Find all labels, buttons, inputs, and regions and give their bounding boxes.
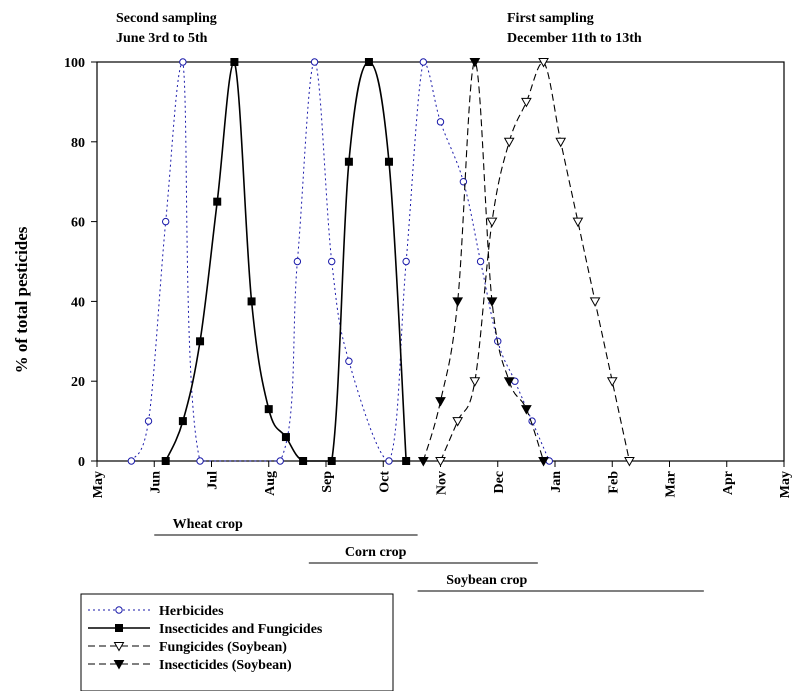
data-point xyxy=(572,217,584,228)
data-point xyxy=(196,457,204,465)
x-axis: May Jun Jul Aug Sep Oct Nov Dec Jan Feb Mar Apr May xyxy=(91,461,793,498)
legend-label: Insecticides (Soybean) xyxy=(159,658,292,673)
crop-label: Corn crop xyxy=(345,545,407,560)
legend-label: Herbicides xyxy=(159,604,224,619)
series-line xyxy=(422,61,545,462)
data-point xyxy=(327,457,336,465)
legend-label: Insecticides and Fungicides xyxy=(159,622,323,637)
x-tick-label: Nov xyxy=(435,471,450,495)
x-tick-label: Mar xyxy=(664,471,679,497)
crop-periods: Wheat crop Corn crop Soybean crop xyxy=(154,517,704,592)
data-point xyxy=(624,457,635,467)
data-point xyxy=(385,457,393,465)
data-point xyxy=(113,642,125,652)
x-tick-label: Feb xyxy=(606,471,621,494)
data-point xyxy=(419,58,428,66)
x-tick-label: Dec xyxy=(492,471,507,494)
data-point xyxy=(538,58,549,68)
legend-box xyxy=(80,593,394,691)
series-1 xyxy=(161,58,411,465)
series-3 xyxy=(417,58,549,467)
y-axis-label: % of total pesticides xyxy=(12,226,31,373)
data-point xyxy=(521,405,532,415)
x-tick-label: May xyxy=(91,471,106,498)
data-point xyxy=(435,397,446,407)
y-tick-label: 0 xyxy=(78,455,85,470)
series-2 xyxy=(435,58,635,467)
data-point xyxy=(144,417,153,425)
data-point xyxy=(521,97,532,108)
data-point xyxy=(115,624,123,632)
y-tick-label: 20 xyxy=(71,375,85,390)
series-line xyxy=(130,61,550,462)
data-point xyxy=(247,297,256,306)
data-point xyxy=(162,217,170,226)
data-point xyxy=(364,58,373,66)
data-point xyxy=(161,457,170,465)
data-point xyxy=(344,157,353,166)
x-tick-label: Sep xyxy=(320,471,335,493)
data-point xyxy=(476,257,485,266)
data-point xyxy=(452,417,464,427)
series-0 xyxy=(127,58,553,465)
data-point xyxy=(213,197,222,206)
x-tick-label: Oct xyxy=(377,471,392,493)
data-point xyxy=(328,257,336,266)
x-tick-label: Jul xyxy=(206,471,221,490)
data-point xyxy=(402,457,411,465)
data-point xyxy=(115,606,123,614)
data-point xyxy=(538,457,549,467)
data-point xyxy=(436,118,445,126)
data-point xyxy=(452,297,464,307)
first-sampling-line2: December 11th to 13th xyxy=(507,31,642,46)
x-tick-label: Aug xyxy=(263,471,278,496)
data-point xyxy=(264,405,273,414)
data-series xyxy=(127,58,635,467)
data-point xyxy=(384,157,393,166)
data-point xyxy=(417,457,429,467)
data-point xyxy=(230,58,239,66)
y-tick-label: 80 xyxy=(71,136,85,151)
data-point xyxy=(310,58,319,66)
crop-label: Soybean crop xyxy=(446,573,527,588)
data-point xyxy=(486,217,498,228)
data-point xyxy=(469,58,481,68)
y-axis: 0 20 40 60 80 100 xyxy=(64,56,97,470)
data-point xyxy=(179,58,187,66)
data-point xyxy=(299,457,308,465)
data-point xyxy=(402,257,410,266)
y-tick-label: 40 xyxy=(71,295,85,310)
data-point xyxy=(503,377,515,387)
data-point xyxy=(459,178,468,186)
second-sampling-line1: Second sampling xyxy=(116,11,217,26)
data-point xyxy=(293,257,302,266)
y-tick-label: 100 xyxy=(64,56,85,71)
x-tick-label: May xyxy=(778,471,793,498)
data-point xyxy=(435,457,446,467)
series-line xyxy=(164,61,407,462)
x-tick-label: Jan xyxy=(549,471,564,493)
data-point xyxy=(281,433,290,442)
y-tick-label: 60 xyxy=(71,216,85,231)
legend: Herbicides Insecticides and Fungicides Fun… xyxy=(80,593,394,691)
data-point xyxy=(589,297,601,307)
data-point xyxy=(555,137,567,148)
data-point xyxy=(606,377,618,387)
data-point xyxy=(127,457,136,465)
data-point xyxy=(486,297,498,307)
legend-label: Fungicides (Soybean) xyxy=(159,640,287,655)
data-point xyxy=(469,377,481,387)
data-point xyxy=(196,337,205,346)
crop-label: Wheat crop xyxy=(173,517,243,532)
second-sampling-line2: June 3rd to 5th xyxy=(116,31,208,46)
first-sampling-line1: First sampling xyxy=(507,11,594,26)
data-point xyxy=(345,357,353,365)
data-point xyxy=(276,457,284,465)
data-point xyxy=(503,137,515,148)
data-point xyxy=(113,660,125,670)
data-point xyxy=(178,417,187,426)
x-tick-label: Jun xyxy=(148,471,163,494)
x-tick-label: Apr xyxy=(721,471,736,495)
